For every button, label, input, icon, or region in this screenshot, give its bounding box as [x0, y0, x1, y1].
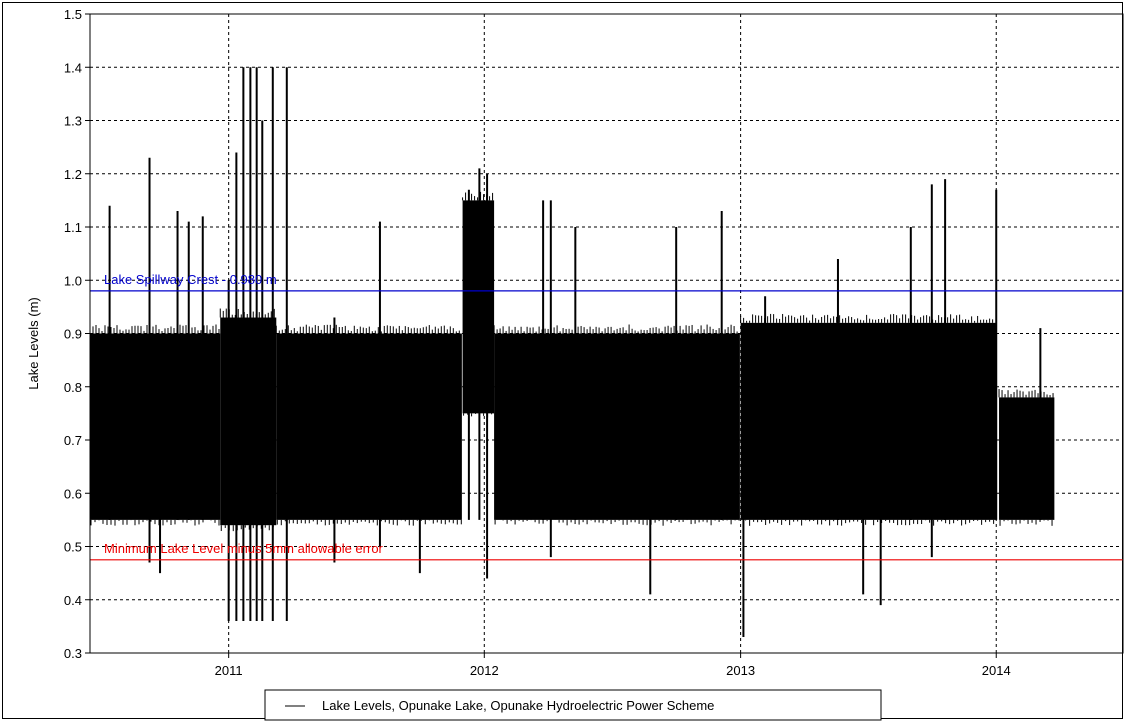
- legend-entry-lake-levels: Lake Levels, Opunake Lake, Opunake Hydro…: [322, 698, 714, 713]
- series-band: [462, 200, 495, 414]
- reference-lines: Lake Spillway Crest - 0.980 m Minimum Lak…: [90, 272, 1123, 561]
- series-band: [999, 397, 1055, 520]
- reference-line-label: Lake Spillway Crest - 0.980 m: [104, 272, 277, 287]
- x-tick-label: 2013: [726, 663, 755, 678]
- y-tick-label: 1.3: [64, 114, 82, 129]
- reference-line-label: Minimum Lake Level minus 5mm allowable e…: [104, 541, 384, 556]
- y-tick-label: 0.5: [64, 540, 82, 555]
- y-axis-ticks: 0.3 0.4 0.5 0.6 0.7 0.8 0.9 1.0 1.1 1.2 1.3 1.4 1.5: [64, 7, 90, 661]
- y-tick-label: 1.0: [64, 273, 82, 288]
- y-tick-label: 0.8: [64, 380, 82, 395]
- series-band: [740, 322, 996, 520]
- series-band: [494, 333, 740, 520]
- x-tick-label: 2012: [470, 663, 499, 678]
- y-tick-label: 0.7: [64, 433, 82, 448]
- x-tick-label: 2011: [215, 663, 243, 678]
- legend-box: [264, 689, 882, 721]
- data-series-lake-levels: [89, 67, 1055, 638]
- y-tick-label: 0.9: [64, 327, 82, 342]
- x-axis-ticks: 2011 2012 2013 2014: [215, 653, 1011, 678]
- x-tick-label: 2014: [982, 663, 1011, 678]
- y-tick-label: 0.6: [64, 486, 82, 501]
- y-tick-label: 1.1: [64, 220, 82, 235]
- legend: Lake Levels, Opunake Lake, Opunake Hydro…: [264, 689, 882, 721]
- y-tick-label: 1.4: [64, 60, 82, 75]
- y-tick-label: 0.3: [64, 646, 82, 661]
- series-band: [90, 333, 221, 520]
- series-band: [276, 333, 462, 520]
- y-tick-label: 1.5: [64, 7, 82, 22]
- y-tick-label: 0.4: [64, 593, 82, 608]
- y-axis-label: Lake Levels (m): [26, 297, 41, 389]
- y-tick-label: 1.2: [64, 167, 82, 182]
